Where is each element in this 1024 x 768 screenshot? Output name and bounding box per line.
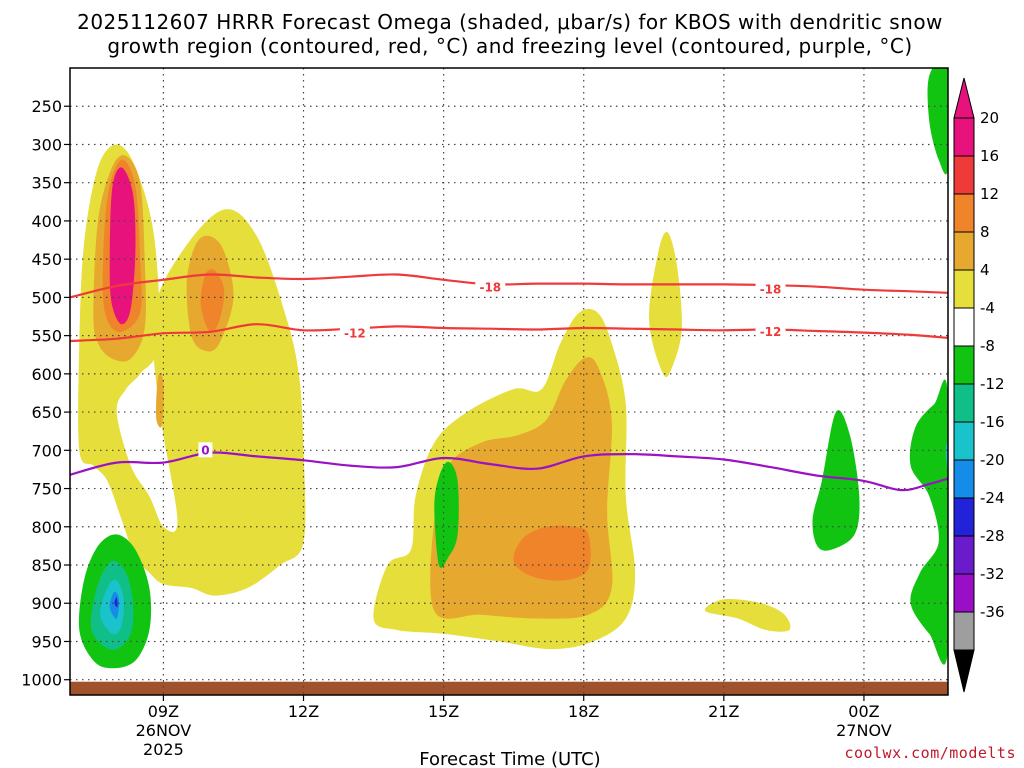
colorbar-label-7: -12	[980, 375, 1005, 393]
y-tick-label-800: 800	[31, 518, 62, 537]
x-tick-label-9-0: 09Z	[148, 702, 179, 721]
x-tick-label-18-0: 18Z	[568, 702, 599, 721]
site-credit: coolwx.com/modelts	[844, 744, 1016, 762]
y-tick-label-750: 750	[31, 480, 62, 499]
colorbar-label-4: 4	[980, 261, 990, 279]
x-tick-label-21-0: 21Z	[708, 702, 739, 721]
chart-title-line-1: 2025112607 HRRR Forecast Omega (shaded, …	[77, 10, 943, 34]
x-tick-label-24-1: 27NOV	[836, 721, 892, 740]
minus-18-contour-label-0: -18	[479, 280, 501, 294]
colorbar-label-12: -32	[980, 565, 1005, 583]
colorbar-label-8: -16	[980, 413, 1005, 431]
colorbar-bin-0	[953, 117, 975, 157]
omega-region-3	[109, 167, 136, 325]
temperature-contours: -18 -18 -12 -12 0	[70, 273, 948, 492]
colorbar-label-10: -24	[980, 489, 1005, 507]
chart-title-line-2: growth region (contoured, red, °C) and f…	[107, 34, 912, 58]
y-tick-label-850: 850	[31, 556, 62, 575]
colorbar-bin-9	[953, 459, 975, 499]
colorbar-bottom-arrow	[953, 649, 975, 693]
colorbar-label-13: -36	[980, 603, 1005, 621]
x-tick-label-9-2: 2025	[143, 740, 184, 759]
colorbar-label-0: 20	[980, 109, 999, 127]
colorbar-label-5: -4	[980, 299, 995, 317]
y-tick-label-950: 950	[31, 632, 62, 651]
omega-region-14	[927, 68, 948, 175]
plot-area	[70, 68, 948, 695]
omega-region-12	[434, 461, 459, 569]
y-tick-label-250: 250	[31, 97, 62, 116]
y-tick-label-600: 600	[31, 365, 62, 384]
colorbar-bin-3	[953, 231, 975, 271]
colorbar-bin-11	[953, 535, 975, 575]
y-tick-label-350: 350	[31, 174, 62, 193]
x-tick-label-9-1: 26NOV	[136, 721, 192, 740]
minus-12-contour-label-bg-1	[755, 323, 786, 339]
minus-18-contour	[70, 273, 948, 299]
omega-region-10	[649, 231, 682, 378]
colorbar-label-3: 8	[980, 223, 990, 241]
colorbar-bin-10	[953, 497, 975, 537]
colorbar-bin-12	[953, 573, 975, 613]
freezing-level-contour-label-bg-0	[198, 442, 213, 458]
colorbar-label-2: 12	[980, 185, 999, 203]
omega-region-6	[155, 373, 164, 428]
y-tick-label-1000: 1000	[21, 671, 62, 690]
y-tick-label-550: 550	[31, 327, 62, 346]
plot-frame	[69, 67, 949, 696]
colorbar-label-9: -20	[980, 451, 1005, 469]
colorbar-bin-1	[953, 155, 975, 195]
colorbar-bin-4	[953, 269, 975, 309]
minus-12-contour	[70, 323, 948, 343]
colorbar-bin-6	[953, 345, 975, 385]
omega-region-5	[200, 269, 225, 333]
y-axis: 250 300 350 400 450 500 550 600 650 700 750 800 850 9…	[21, 97, 70, 690]
minus-18-contour-label-1: -18	[760, 283, 782, 297]
minus-12-contour-label-1: -12	[760, 325, 782, 339]
colorbar-bin-2	[953, 193, 975, 233]
y-tick-label-700: 700	[31, 441, 62, 460]
y-tick-label-300: 300	[31, 135, 62, 154]
freezing-level-contour	[70, 451, 948, 492]
omega-region-13	[812, 410, 860, 551]
y-tick-label-400: 400	[31, 212, 62, 231]
x-axis-title: Forecast Time (UTC)	[419, 749, 600, 768]
y-tick-label-900: 900	[31, 594, 62, 613]
x-tick-label-24-0: 00Z	[848, 702, 879, 721]
omega-region-9	[513, 525, 591, 581]
y-tick-label-650: 650	[31, 403, 62, 422]
freezing-level-contour-label-0: 0	[201, 443, 209, 457]
omega-region-21	[114, 597, 118, 608]
colorbar-legend: 20 16 12 8 4 -4 -8 -12 -16 -20 -24 -28 -32 -36	[953, 77, 1005, 693]
minus-12-contour-label-0: -12	[344, 326, 366, 340]
y-tick-label-450: 450	[31, 250, 62, 269]
x-tick-label-12-0: 12Z	[288, 702, 319, 721]
minus-18-contour-label-bg-1	[755, 281, 786, 297]
omega-region-15	[909, 379, 948, 665]
colorbar-label-11: -28	[980, 527, 1005, 545]
colorbar-label-1: 16	[980, 147, 999, 165]
colorbar-top-arrow	[953, 77, 975, 119]
colorbar-label-6: -8	[980, 337, 995, 355]
colorbar-bin-5	[953, 307, 975, 347]
colorbar-bin-7	[953, 383, 975, 423]
minus-18-contour-label-bg-0	[475, 279, 506, 295]
omega-region-11	[704, 599, 791, 632]
y-tick-label-500: 500	[31, 288, 62, 307]
gridlines	[70, 68, 948, 695]
colorbar-bin-13	[953, 611, 975, 651]
terrain-ground	[70, 681, 948, 695]
colorbar-bin-8	[953, 421, 975, 461]
minus-12-contour-label-bg-0	[339, 325, 370, 341]
x-tick-label-15-0: 15Z	[428, 702, 459, 721]
